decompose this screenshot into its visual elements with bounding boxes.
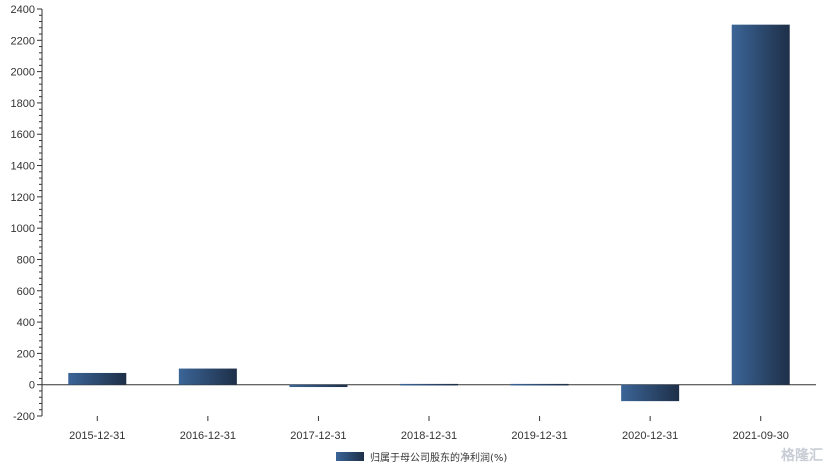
bar-2020-12-31 [621, 384, 680, 402]
bar-2021-09-30 [731, 24, 790, 385]
bar-2018-12-31 [400, 383, 458, 386]
x-tick-label: 2019-12-31 [511, 430, 567, 442]
watermark-logo: 格隆汇 [781, 448, 823, 464]
x-tick-label: 2021-09-30 [733, 430, 789, 442]
x-tick-label: 2017-12-31 [290, 430, 346, 442]
x-tick-label: 2016-12-31 [180, 430, 236, 442]
y-tick-label: 1600 [11, 129, 35, 141]
bar-series [68, 24, 790, 402]
legend: 归属于母公司股东的净利润(%) [336, 451, 507, 464]
x-tick-label: 2018-12-31 [401, 430, 457, 442]
bar-2017-12-31 [289, 384, 348, 388]
y-tick-label: 2400 [11, 4, 35, 16]
y-tick-label: 200 [17, 348, 35, 360]
y-tick-label: -200 [13, 411, 35, 423]
y-tick-label: 1400 [11, 161, 35, 173]
x-tick-label: 2020-12-31 [622, 430, 678, 442]
x-tick-label: 2015-12-31 [69, 430, 125, 442]
y-tick-label: 2200 [11, 35, 35, 47]
x-axis: 2015-12-31 2016-12-31 2017-12-31 2018-12-31… [42, 384, 816, 442]
y-tick-label: 600 [17, 286, 35, 298]
y-tick-label: 400 [17, 317, 35, 329]
bar-2016-12-31 [178, 368, 237, 385]
y-tick-label: 2000 [11, 67, 35, 79]
y-tick-label: 800 [17, 254, 35, 266]
y-tick-label: 1000 [11, 223, 35, 235]
y-tick-label: 1200 [11, 192, 35, 204]
legend-label: 归属于母公司股东的净利润(%) [370, 451, 507, 464]
legend-swatch [336, 452, 364, 461]
bar-2019-12-31 [510, 383, 569, 386]
bar-2015-12-31 [68, 372, 127, 385]
y-axis: -200 0 200 400 600 800 1000 1200 1400 1600 1800 200… [11, 4, 43, 423]
y-tick-label: 1800 [11, 98, 35, 110]
y-tick-label: 0 [29, 380, 35, 392]
